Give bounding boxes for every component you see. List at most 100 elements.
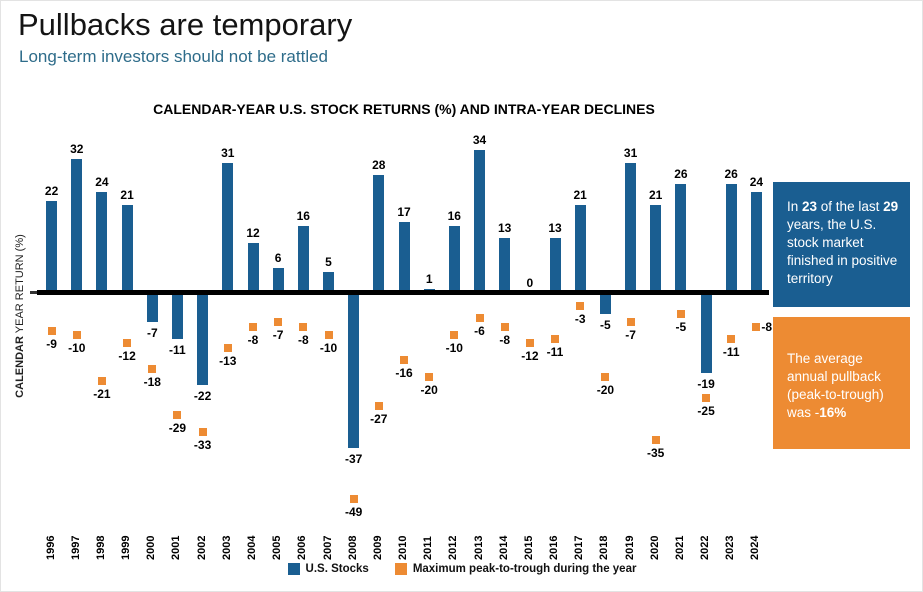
decline-value-label-2014: -8 [499, 332, 511, 347]
callout-positive-years: In 23 of the last 29 years, the U.S. sto… [773, 182, 910, 307]
x-axis-year-label-1998: 1998 [94, 535, 107, 560]
x-axis-year-label-2003: 2003 [220, 535, 233, 560]
decline-value-label-2024: -8 [761, 319, 773, 334]
x-axis-year-label-2020: 2020 [648, 535, 661, 560]
x-axis-year-label-2012: 2012 [447, 535, 460, 560]
decline-value-label-2005: -7 [272, 328, 284, 343]
decline-value-label-2023: -11 [722, 345, 740, 360]
return-value-label-1997: 32 [70, 141, 84, 156]
decline-marker-2006 [299, 322, 308, 331]
return-value-label-1996: 22 [44, 183, 59, 198]
return-value-label-2022: -19 [697, 376, 715, 391]
decline-value-label-2006: -8 [297, 332, 309, 347]
decline-value-label-2008: -49 [345, 504, 363, 519]
decline-marker-2005 [274, 318, 283, 327]
return-value-label-2016: 13 [548, 221, 562, 236]
return-value-label-2005: 6 [274, 250, 282, 265]
x-axis-year-label-2007: 2007 [321, 535, 334, 560]
return-value-label-2006: 16 [296, 208, 310, 223]
decline-marker-2011 [425, 373, 434, 381]
return-value-label-2011: 1 [425, 271, 433, 286]
return-value-label-2012: 16 [447, 208, 461, 223]
x-axis-year-label-2004: 2004 [246, 535, 258, 560]
x-axis-year-label-2015: 2015 [522, 535, 535, 560]
decline-value-label-2019: -7 [625, 328, 636, 343]
return-bar-2003 [222, 162, 234, 293]
us-stocks-swatch-icon [287, 563, 300, 575]
decline-marker-2020 [651, 436, 660, 444]
return-value-label-2017: 21 [573, 187, 587, 202]
return-bar-2004 [247, 242, 259, 293]
return-bar-2009 [373, 175, 385, 293]
x-axis-year-label-2009: 2009 [371, 535, 384, 560]
callout-average-pullback: The average annual pullback (peak-to-tro… [773, 317, 910, 449]
decline-value-label-2018: -20 [596, 383, 615, 397]
decline-marker-2015 [525, 339, 534, 348]
y-axis-label-rest: YEAR RETURN (%) [14, 234, 26, 337]
decline-marker-2014 [500, 322, 509, 331]
x-axis-year-label-1999: 1999 [120, 535, 133, 560]
x-axis-year-label-1996: 1996 [44, 535, 57, 560]
decline-value-label-2002: -33 [193, 437, 212, 452]
x-axis-year-label-2006: 2006 [296, 535, 309, 560]
decline-value-label-2000: -18 [143, 374, 161, 389]
return-value-label-2015: 0 [526, 276, 534, 290]
return-bar-1998 [96, 192, 108, 293]
return-value-label-2023: 26 [724, 166, 738, 181]
decline-marker-2019 [626, 318, 635, 327]
plot-area: 22 -9 32 -10 24 -21 21 -12 -7 -18 -11 -29 -22 -33 31 -1… [37, 126, 772, 524]
return-bar-2022 [700, 293, 712, 373]
return-bar-2023 [725, 183, 737, 293]
decline-marker-2008 [349, 494, 358, 503]
return-value-label-2010: 17 [397, 204, 411, 219]
return-bar-2016 [549, 238, 561, 293]
decline-value-label-1997: -10 [68, 341, 86, 355]
decline-value-label-2010: -16 [395, 366, 413, 381]
decline-value-label-2017: -3 [574, 311, 586, 326]
return-value-label-2024: 24 [749, 175, 764, 190]
return-value-label-2020: 21 [649, 187, 663, 202]
decline-value-label-2001: -29 [168, 420, 187, 435]
decline-value-label-2013: -6 [474, 324, 485, 339]
legend-label-us-stocks: U.S. Stocks [305, 563, 369, 575]
return-bar-2012 [448, 225, 460, 293]
return-value-label-2001: -11 [169, 343, 186, 358]
x-axis-year-label-2000: 2000 [145, 535, 158, 560]
decline-marker-2004 [249, 322, 257, 331]
y-axis-label-bold: CALENDAR [14, 336, 26, 398]
decline-value-label-2020: -35 [647, 446, 665, 460]
x-axis-year-label-2014: 2014 [497, 535, 510, 560]
decline-marker-1998 [97, 377, 106, 386]
return-bar-1997 [71, 158, 83, 293]
return-bar-1999 [121, 204, 133, 293]
x-axis-year-label-2001: 2001 [170, 535, 183, 560]
chart-title: CALENDAR-YEAR U.S. STOCK RETURNS (%) AND… [153, 101, 655, 117]
decline-marker-1996 [47, 326, 56, 335]
return-bar-2010 [398, 221, 410, 293]
decline-value-label-2004: -8 [247, 332, 259, 347]
return-value-label-2007: 5 [325, 255, 332, 269]
x-axis-year-label-2010: 2010 [397, 535, 409, 560]
x-axis-year-label-2011: 2011 [422, 536, 435, 560]
return-value-label-2004: 12 [246, 225, 260, 240]
return-bar-2001 [171, 293, 183, 340]
return-bar-2019 [625, 162, 637, 293]
decline-marker-2022 [702, 394, 711, 402]
return-bar-2000 [146, 293, 158, 323]
decline-value-label-2011: -20 [420, 383, 438, 397]
return-value-label-1999: 21 [120, 187, 134, 202]
x-axis-year-label-2018: 2018 [598, 535, 611, 560]
legend-item-peak-to-trough: Maximum peak-to-trough during the year [394, 563, 637, 575]
y-axis-label: CALENDAR YEAR RETURN (%) [14, 230, 28, 402]
return-bar-2006 [297, 225, 309, 293]
page-title: Pullbacks are temporary [18, 7, 353, 42]
return-value-label-2013: 34 [472, 133, 487, 148]
decline-marker-2018 [601, 373, 610, 381]
x-axis-year-label-2023: 2023 [724, 535, 737, 560]
return-value-label-2009: 28 [372, 158, 386, 173]
x-axis-year-label-2016: 2016 [548, 535, 560, 560]
return-bar-2002 [197, 293, 209, 386]
return-value-label-2000: -7 [146, 326, 158, 341]
legend-label-peak-to-trough: Maximum peak-to-trough during the year [412, 563, 637, 575]
return-value-label-2002: -22 [193, 389, 212, 404]
